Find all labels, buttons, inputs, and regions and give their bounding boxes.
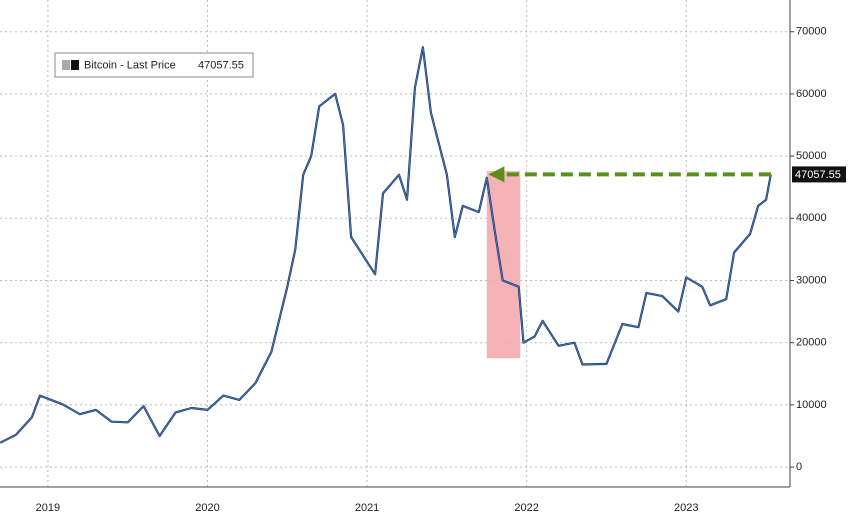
legend-label: Bitcoin - Last Price xyxy=(84,59,176,71)
shaded-range xyxy=(486,171,521,359)
x-tick-label: 2019 xyxy=(36,502,60,514)
y-tick-label: 30000 xyxy=(796,274,827,286)
x-tick-label: 2022 xyxy=(514,502,538,514)
x-tick-label: 2020 xyxy=(195,502,219,514)
x-tick-label: 2021 xyxy=(355,502,379,514)
legend-value: 47057.55 xyxy=(198,59,244,71)
legend-swatch xyxy=(71,60,79,70)
price-line-highlight xyxy=(0,47,772,444)
y-tick-label: 0 xyxy=(796,461,802,473)
y-tick-label: 50000 xyxy=(796,150,827,162)
last-price-label: 47057.55 xyxy=(795,169,841,181)
y-tick-label: 70000 xyxy=(796,26,827,38)
y-tick-label: 40000 xyxy=(796,212,827,224)
x-tick-label: 2023 xyxy=(674,502,698,514)
legend-box xyxy=(54,52,254,78)
last-price-tag xyxy=(792,166,846,183)
y-tick-label: 20000 xyxy=(796,337,827,349)
arrow-head xyxy=(488,166,505,183)
legend: Bitcoin - Last Price 47057.55 xyxy=(54,52,254,78)
legend-swatch xyxy=(62,60,70,70)
y-tick-label: 60000 xyxy=(796,88,827,100)
y-tick-label: 10000 xyxy=(796,399,827,411)
